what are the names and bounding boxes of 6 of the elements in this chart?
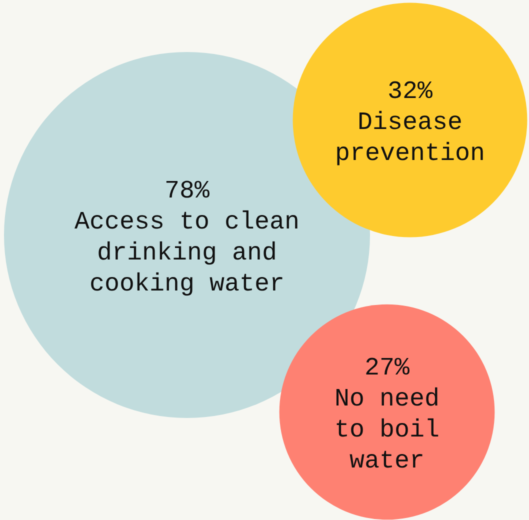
data-label: 32% — [387, 77, 434, 106]
category-label: Disease prevention — [334, 108, 486, 168]
category-label: Access to clean drinking and cooking water — [74, 208, 300, 298]
category-label: No need to boil water — [334, 384, 440, 476]
data-label: 27% — [364, 354, 410, 382]
data-label: 78% — [164, 176, 210, 206]
